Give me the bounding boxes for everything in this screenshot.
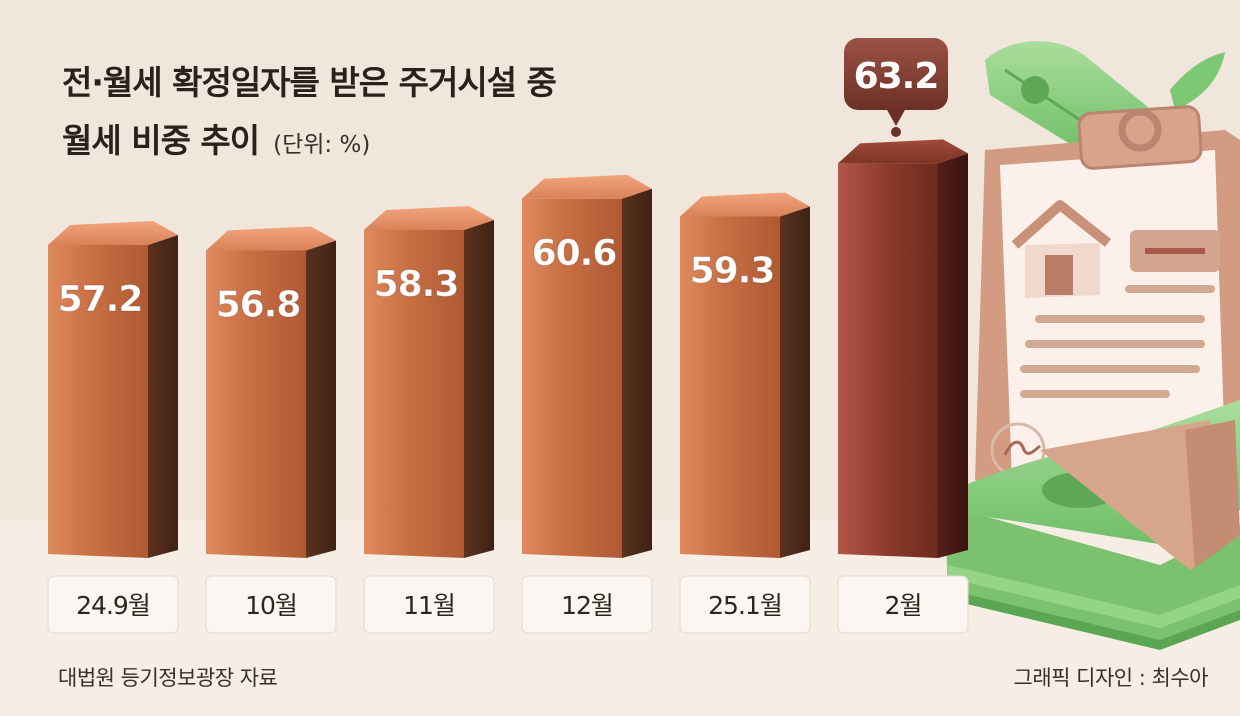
bar-side-face: [780, 206, 810, 558]
category-label-box: [521, 575, 653, 634]
value-label: 57.2: [58, 279, 143, 320]
house-icon: [1011, 200, 1112, 298]
bar-front-face: [838, 163, 938, 558]
bar-side-face: [148, 235, 178, 558]
bar-5: [680, 192, 810, 558]
bar-top-face: [680, 192, 810, 217]
bar-top-face: [364, 206, 494, 231]
value-label: 63.2: [854, 56, 939, 97]
category-label-box: [205, 575, 337, 634]
design-credit: 그래픽 디자인 : 최수아: [1013, 666, 1209, 690]
value-label: 60.6: [532, 233, 617, 274]
chart-title-line2: 월세 비중 추이 (단위: %): [62, 124, 370, 157]
bar-6: [838, 139, 968, 558]
category-label-box: [363, 575, 495, 634]
bar-front-face: [364, 230, 464, 559]
category-label: 24.9월: [76, 591, 150, 620]
bar-1: [48, 221, 178, 558]
bar-2: [206, 226, 336, 558]
unit-label: (단위: %): [273, 132, 371, 158]
bar-top-face: [838, 139, 968, 164]
bar-side-face: [622, 188, 652, 558]
bar-top-face: [206, 226, 336, 251]
chart-title-line1: 전·월세 확정일자를 받은 주거시설 중: [62, 63, 557, 102]
highlight-callout: [844, 38, 948, 137]
bar-top-face: [522, 174, 652, 199]
category-label: 12월: [561, 591, 613, 620]
bars-layer: 57.2 24.9월 56.8 10월 58.3 11월 60.6 12월 59.3 25.1월 6…: [47, 38, 969, 634]
category-label: 25.1월: [708, 591, 782, 620]
bar-front-face: [206, 250, 306, 558]
bar-side-face: [306, 240, 336, 558]
category-label: 2월: [885, 591, 922, 620]
money-stack-icon: [940, 400, 1240, 650]
bar-front-face: [680, 216, 780, 558]
category-label: 10월: [245, 591, 297, 620]
category-label-box: [47, 575, 179, 634]
value-label: 58.3: [374, 264, 459, 305]
category-label-box: [679, 575, 811, 634]
category-label-box: [837, 575, 969, 634]
bar-3: [364, 206, 494, 559]
source-note: 대법원 등기정보광장 자료: [58, 666, 278, 690]
bar-front-face: [48, 245, 148, 558]
bar-4: [522, 174, 652, 558]
bar-front-face: [522, 198, 622, 558]
bar-side-face: [938, 153, 968, 558]
value-label: 59.3: [690, 250, 775, 291]
category-label: 11월: [403, 591, 455, 620]
clipboard-icon: [975, 105, 1240, 500]
value-label: 56.8: [216, 284, 301, 325]
bar-side-face: [464, 220, 494, 559]
bar-top-face: [48, 221, 178, 245]
chart-title-line2-text: 월세 비중 추이: [62, 121, 260, 160]
